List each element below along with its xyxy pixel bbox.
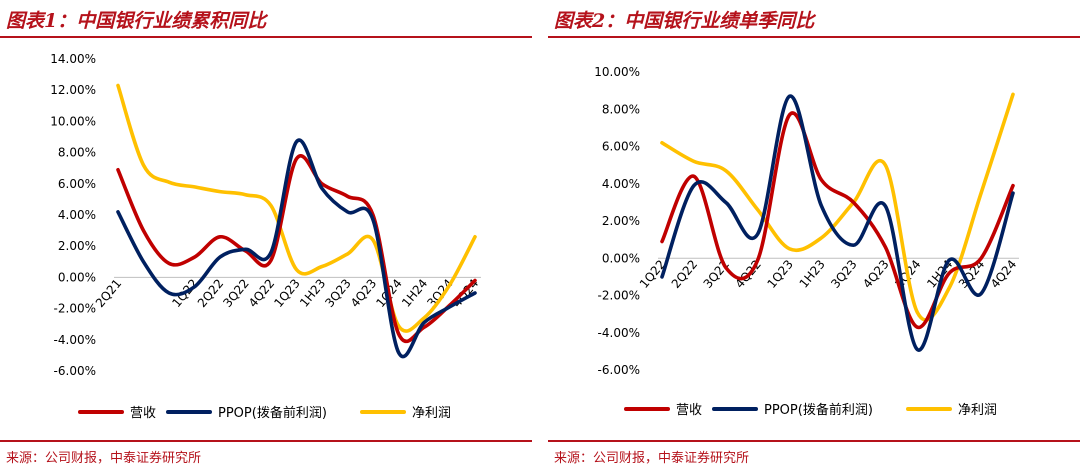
y-tick-label: 8.00% (602, 102, 640, 116)
source-bar: 来源：公司财报，中泰证券研究所 (0, 440, 532, 473)
y-tick-label: 4.00% (602, 177, 640, 191)
y-tick-label: -2.00% (54, 302, 96, 316)
series-line-1 (660, 94, 1015, 352)
y-tick-label: -4.00% (54, 333, 96, 347)
y-tick-label: 10.00% (50, 114, 96, 128)
legend-label: PPOP(拨备前利润) (218, 405, 327, 421)
y-tick-label: 10.00% (594, 65, 640, 79)
legend-label: 净利润 (412, 406, 451, 421)
x-tick-label: 1Q23 (271, 276, 303, 310)
y-tick-label: 6.00% (58, 177, 96, 191)
x-tick-label: 1Q23 (764, 257, 796, 291)
series-line-2 (116, 83, 477, 333)
series-line-0 (660, 111, 1015, 330)
legend-label: 营收 (676, 403, 702, 418)
chart-title: 图表1：中国银行业绩累积同比 (6, 10, 267, 32)
x-tick-label: 1H23 (797, 257, 828, 290)
y-tick-label: -6.00% (598, 363, 640, 377)
chart-title: 图表2：中国银行业绩单季同比 (554, 10, 815, 32)
x-tick-label: 1H23 (297, 276, 328, 309)
y-tick-label: 12.00% (50, 83, 96, 97)
y-tick-label: 2.00% (58, 239, 96, 253)
y-tick-label: -2.00% (598, 289, 640, 303)
chart-panel-2: 图表2：中国银行业绩单季同比 10.00% 8.00% 6.00% 4.00% 2.00… (548, 0, 1080, 471)
y-tick-label: 2.00% (602, 214, 640, 228)
x-tick-label: 4Q23 (860, 257, 892, 291)
chart-title-bar: 图表2：中国银行业绩单季同比 (548, 0, 1080, 38)
y-tick-label: 0.00% (602, 251, 640, 265)
chart-2-plot: 10.00% 8.00% 6.00% 4.00% 2.00% 0.00% -2.00% -4.… (594, 65, 1019, 418)
x-tick-label: 2Q21 (93, 276, 125, 310)
x-tick-label: 1H24 (399, 276, 430, 309)
y-tick-label: -6.00% (54, 364, 96, 378)
chart-panel-1: 图表1：中国银行业绩累积同比 14.00% 12.00% 10.00% 8.00% 6.… (0, 0, 532, 471)
series-line-1 (116, 138, 477, 359)
y-tick-label: 0.00% (58, 270, 96, 284)
y-tick-label: 14.00% (50, 52, 96, 66)
source-note: 来源：公司财报，中泰证券研究所 (6, 451, 202, 466)
y-tick-label: 4.00% (58, 208, 96, 222)
x-tick-label: 3Q23 (322, 276, 354, 310)
y-tick-label: -4.00% (598, 326, 640, 340)
source-bar: 来源：公司财报，中泰证券研究所 (548, 440, 1080, 473)
source-note: 来源：公司财报，中泰证券研究所 (554, 451, 750, 466)
series-line-2 (660, 92, 1015, 322)
x-tick-label: 3Q22 (220, 276, 252, 310)
series-line-0 (116, 154, 477, 343)
legend-label: 净利润 (958, 403, 997, 418)
legend-label: 营收 (130, 406, 156, 421)
x-tick-label: 4Q22 (246, 276, 278, 310)
y-tick-label: 6.00% (602, 140, 640, 154)
legend-label: PPOP(拨备前利润) (764, 402, 873, 418)
x-tick-label: 3Q22 (701, 257, 733, 291)
x-tick-label: 4Q23 (348, 276, 380, 310)
y-tick-label: 8.00% (58, 146, 96, 160)
chart-title-bar: 图表1：中国银行业绩累积同比 (0, 0, 532, 38)
x-tick-label: 3Q23 (828, 257, 860, 291)
chart-1-plot: 14.00% 12.00% 10.00% 8.00% 6.00% 4.00% 2.00% 0.… (50, 52, 481, 421)
x-tick-label: 2Q22 (669, 257, 701, 291)
